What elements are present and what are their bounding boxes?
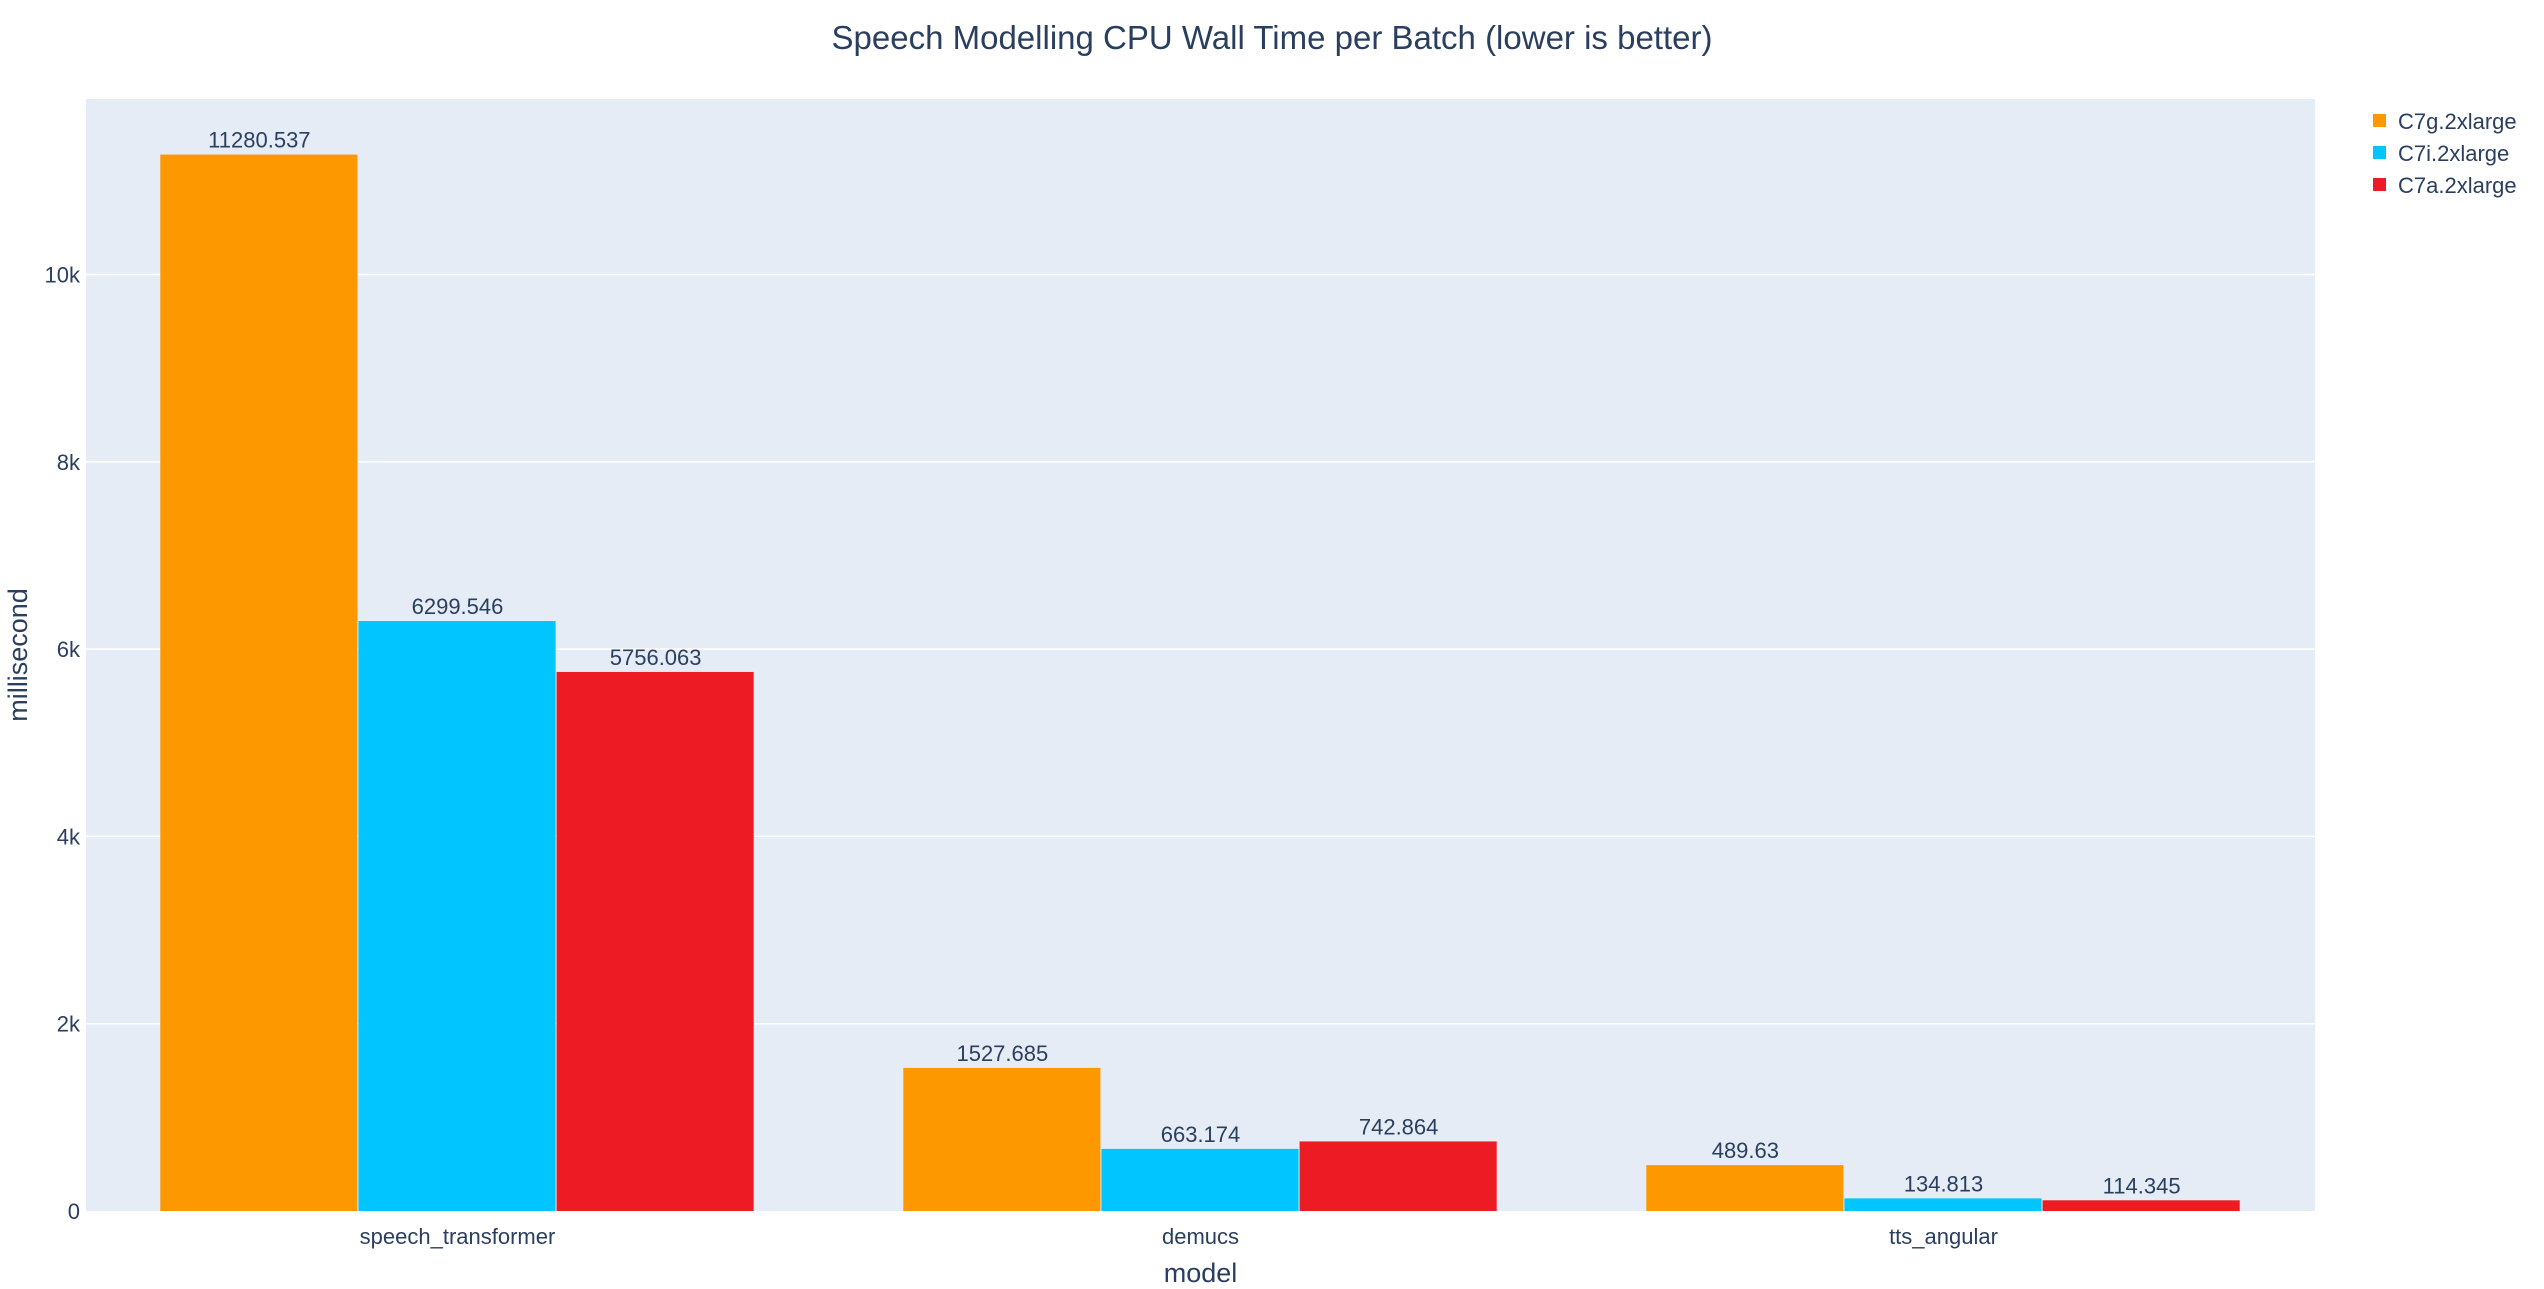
y-tick-label: 0 [68,1199,80,1224]
bar-C7g.2xlarge-demucs[interactable] [903,1067,1101,1211]
bar-value-label: 663.174 [1161,1122,1241,1147]
x-tick-label: demucs [1162,1224,1239,1249]
x-tick-label: speech_transformer [360,1224,556,1249]
bar-C7g.2xlarge-tts_angular[interactable] [1646,1165,1844,1211]
y-tick-label: 10k [45,263,81,288]
y-tick-label: 6k [57,637,81,662]
legend-swatch[interactable] [2373,114,2386,127]
y-axis-title: millisecond [3,588,33,722]
x-tick-label: tts_angular [1889,1224,1998,1249]
bar-C7g.2xlarge-speech_transformer[interactable] [160,154,358,1212]
legend-item-label[interactable]: C7g.2xlarge [2398,109,2517,134]
bar-value-label: 6299.546 [412,594,504,619]
chart-title: Speech Modelling CPU Wall Time per Batch… [832,19,1713,56]
bar-labels: 11280.537 6299.546 5756.063 1527.685 663.174… [208,128,2180,1199]
y-tick-label: 2k [57,1012,81,1037]
legend-swatch[interactable] [2373,146,2386,159]
bar-C7i.2xlarge-tts_angular[interactable] [1844,1198,2042,1211]
bar-C7i.2xlarge-speech_transformer[interactable] [358,621,556,1211]
bar-C7a.2xlarge-demucs[interactable] [1299,1141,1497,1211]
bar-value-label: 742.864 [1359,1114,1439,1139]
legend-item-label[interactable]: C7i.2xlarge [2398,141,2509,166]
bar-C7i.2xlarge-demucs[interactable] [1101,1148,1299,1211]
bar-C7a.2xlarge-tts_angular[interactable] [2042,1200,2240,1211]
bars [160,154,2240,1212]
legend[interactable]: C7g.2xlarge C7i.2xlarge C7a.2xlarge [2373,109,2517,198]
bar-value-label: 11280.537 [208,128,310,153]
bar-value-label: 1527.685 [956,1041,1048,1066]
bar-value-label: 134.813 [1904,1171,1984,1196]
y-tick-label: 4k [57,824,81,849]
y-tick-label: 8k [57,450,81,475]
bar-C7a.2xlarge-speech_transformer[interactable] [556,671,754,1211]
bar-value-label: 114.345 [2103,1173,2181,1198]
legend-item-label[interactable]: C7a.2xlarge [2398,173,2517,198]
y-axis-ticks: 0 2k 4k 6k 8k 10k [45,263,81,1224]
bar-value-label: 489.63 [1712,1138,1779,1163]
x-axis-title: model [1164,1258,1238,1288]
x-axis-ticks: speech_transformer demucs tts_angular [360,1224,1998,1249]
bar-value-label: 5756.063 [610,645,702,670]
legend-swatch[interactable] [2373,178,2386,191]
